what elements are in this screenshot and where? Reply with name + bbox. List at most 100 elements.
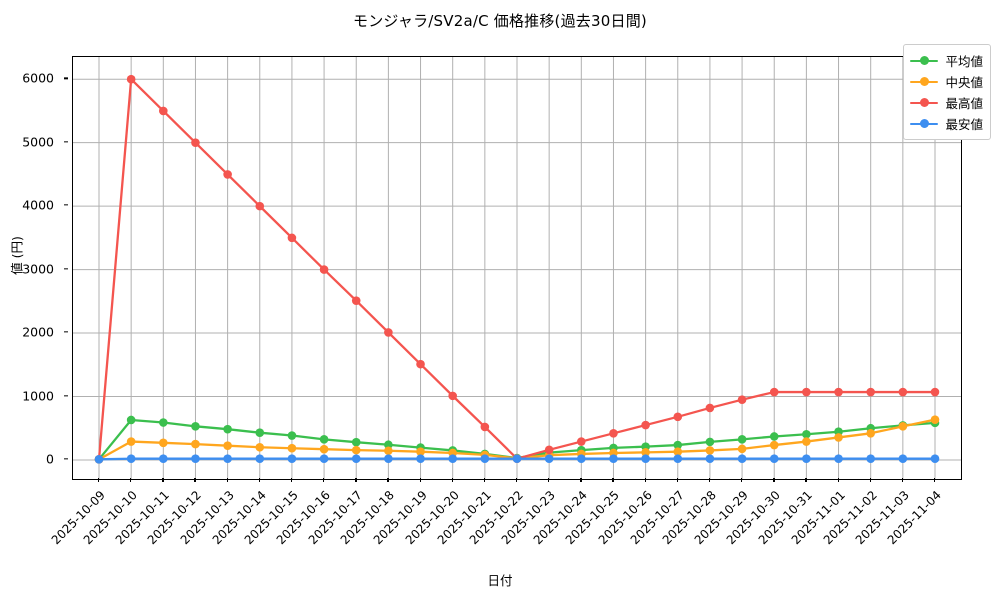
data-point [898, 454, 908, 463]
x-tick-mark [483, 478, 486, 482]
data-point [802, 387, 811, 397]
data-point [705, 403, 715, 413]
data-point [384, 446, 393, 456]
data-point [191, 454, 200, 463]
data-point [384, 454, 393, 463]
x-tick-mark [837, 478, 839, 482]
x-tick-mark [901, 478, 904, 482]
data-point [287, 443, 297, 453]
data-point [641, 420, 650, 430]
data-point [255, 201, 265, 211]
data-point [255, 442, 265, 452]
data-point [223, 424, 232, 434]
data-point [319, 435, 329, 444]
data-point [223, 441, 232, 450]
data-point [126, 74, 136, 84]
y-tick-label: 2000 [22, 324, 54, 340]
data-point [577, 454, 586, 463]
x-tick-mark [869, 478, 871, 482]
data-point [544, 454, 554, 463]
y-tick-mark [64, 77, 68, 79]
data-point [448, 454, 457, 463]
x-tick-mark [355, 478, 357, 482]
data-point [866, 429, 875, 438]
series-line [97, 78, 937, 461]
data-point [126, 454, 136, 463]
data-point [769, 440, 779, 450]
y-tick-label: 3000 [22, 261, 54, 277]
chart-legend[interactable]: 平均値中央値最高値最安値 [903, 44, 991, 140]
x-tick-mark [323, 478, 325, 482]
plot-area [72, 56, 962, 480]
legend-label: 中央値 [945, 75, 983, 90]
data-point [641, 448, 650, 457]
data-point [609, 429, 618, 438]
data-point [544, 445, 554, 455]
data-point [255, 454, 265, 463]
data-point [351, 454, 361, 463]
data-point [351, 437, 361, 447]
legend-label: 平均値 [945, 54, 983, 69]
x-tick-mark [741, 478, 743, 482]
data-series-layer [94, 74, 940, 464]
legend-label: 最安値 [945, 117, 983, 132]
data-point [480, 454, 490, 463]
chart-title: モンジャラ/SV2a/C 価格推移(過去30日間) [353, 12, 647, 30]
data-point [191, 138, 200, 147]
data-point [416, 447, 425, 457]
gridlines [73, 57, 961, 479]
data-point [769, 387, 779, 397]
legend-swatch-icon [910, 117, 939, 131]
data-point [705, 446, 715, 455]
x-tick-mark [419, 478, 421, 482]
x-tick-mark [451, 478, 453, 482]
data-point [930, 454, 940, 463]
legend-item-3[interactable]: 最高値 [910, 92, 983, 113]
data-point [319, 444, 329, 454]
x-tick-mark [773, 478, 775, 482]
x-tick-mark [612, 478, 614, 482]
data-point [609, 454, 618, 463]
data-point [673, 440, 683, 450]
data-point [930, 387, 940, 397]
data-point [802, 429, 811, 439]
data-point [898, 387, 908, 397]
y-tick-label: 6000 [22, 70, 54, 86]
y-axis-tick-labels: 0 1000 2000 3000 4000 5000 6000 [0, 56, 68, 478]
data-point [769, 432, 779, 441]
data-point [159, 418, 168, 427]
legend-item-2[interactable]: 中央値 [910, 71, 983, 92]
y-tick-label: 1000 [22, 388, 54, 403]
legend-label: 最高値 [945, 96, 983, 111]
x-tick-mark [934, 478, 936, 482]
data-point [191, 422, 200, 431]
data-point [480, 422, 490, 432]
x-tick-mark [194, 478, 196, 482]
legend-item-1[interactable]: 平均値 [910, 50, 983, 71]
x-tick-mark [580, 478, 582, 482]
legend-item-4[interactable]: 最安値 [910, 113, 983, 134]
data-point [769, 454, 779, 463]
x-axis-tick-labels: 2025-10-09 2025-10-10 2025-10-11 2025-10-12… [49, 478, 960, 598]
data-point [287, 454, 297, 463]
x-tick-mark [258, 478, 261, 482]
data-point [287, 431, 297, 440]
data-point [287, 233, 297, 243]
x-tick-mark [290, 478, 293, 482]
y-tick-mark [64, 267, 68, 270]
data-point [351, 445, 361, 455]
data-point [223, 454, 232, 463]
x-tick-mark [162, 478, 164, 482]
data-point [159, 454, 168, 463]
legend-swatch-icon [910, 54, 939, 68]
data-point [191, 439, 200, 449]
y-tick-mark [64, 458, 68, 460]
data-point [673, 412, 683, 422]
y-tick-mark [64, 141, 68, 143]
data-point [866, 387, 875, 397]
data-point [384, 440, 393, 450]
x-tick-mark [805, 478, 807, 482]
data-point [319, 265, 329, 274]
data-point [126, 437, 136, 446]
